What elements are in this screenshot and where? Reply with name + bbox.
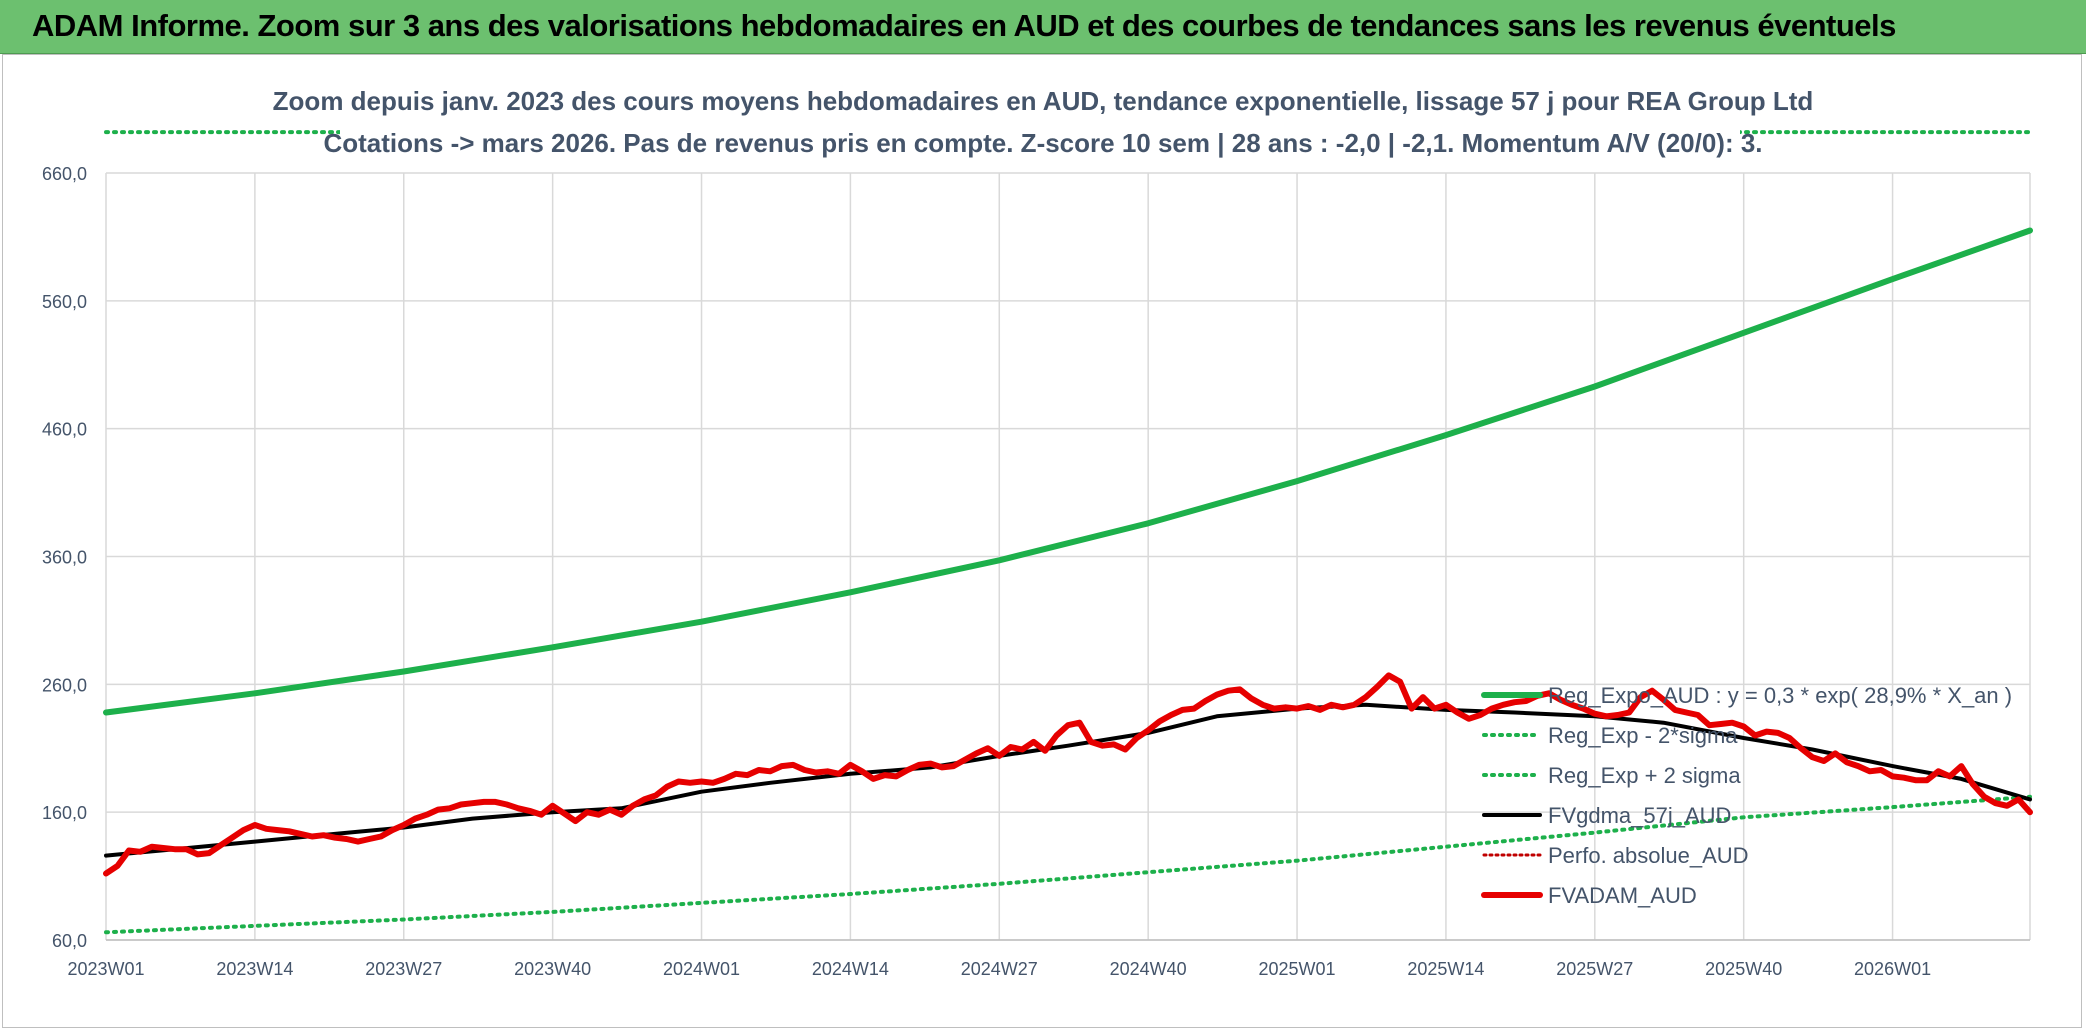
x-tick-label: 2025W27 bbox=[1556, 959, 1633, 979]
x-tick-label: 2023W40 bbox=[514, 959, 591, 979]
chart-legend: Reg_Expo_AUD : y = 0,3 * exp( 28,9% * X_… bbox=[1481, 683, 2012, 908]
x-tick-label: 2024W27 bbox=[961, 959, 1038, 979]
x-tick-label: 2024W40 bbox=[1110, 959, 1187, 979]
x-tick-label: 2025W01 bbox=[1259, 959, 1336, 979]
x-tick-label: 2026W01 bbox=[1854, 959, 1931, 979]
report-title: ADAM Informe. Zoom sur 3 ans des valoris… bbox=[32, 8, 1896, 43]
series-line-fvgdma-57j-aud bbox=[104, 702, 2032, 858]
chart-title-backdrop bbox=[340, 80, 1740, 170]
y-tick-label: 460,0 bbox=[42, 420, 87, 440]
report-banner: ADAM Informe. Zoom sur 3 ans des valoris… bbox=[0, 0, 2086, 54]
y-tick-label: 260,0 bbox=[42, 675, 87, 695]
legend-label: FVgdma_57j_AUD bbox=[1548, 803, 1731, 828]
series-line-reg-expo-aud-y-0-3-exp-28-9-x-an bbox=[103, 227, 2033, 716]
chart-title-line-2: Cotations -> mars 2026. Pas de revenus p… bbox=[323, 128, 1762, 158]
y-tick-label: 360,0 bbox=[42, 548, 87, 568]
x-tick-label: 2024W01 bbox=[663, 959, 740, 979]
y-tick-label: 60,0 bbox=[52, 931, 87, 951]
legend-label: Reg_Exp + 2 sigma bbox=[1548, 763, 1741, 788]
legend-label: Perfo. absolue_AUD bbox=[1548, 843, 1749, 868]
y-tick-label: 560,0 bbox=[42, 292, 87, 312]
x-tick-label: 2023W27 bbox=[365, 959, 442, 979]
series-line-fvadam-aud bbox=[103, 672, 2033, 877]
chart-title-line-1: Zoom depuis janv. 2023 des cours moyens … bbox=[273, 86, 1814, 116]
legend-label: Reg_Expo_AUD : y = 0,3 * exp( 28,9% * X_… bbox=[1548, 683, 2012, 708]
y-tick-label: 160,0 bbox=[42, 803, 87, 823]
x-tick-label: 2025W40 bbox=[1705, 959, 1782, 979]
x-tick-label: 2023W01 bbox=[67, 959, 144, 979]
legend-label: Reg_Exp - 2*sigma bbox=[1548, 723, 1738, 748]
series-line-reg-exp-2-sigma bbox=[104, 794, 2032, 935]
chart-frame bbox=[2, 54, 2082, 1028]
y-tick-label: 660,0 bbox=[42, 164, 87, 184]
legend-label: FVADAM_AUD bbox=[1548, 883, 1697, 908]
x-tick-label: 2024W14 bbox=[812, 959, 889, 979]
x-tick-label: 2025W14 bbox=[1407, 959, 1484, 979]
x-tick-label: 2023W14 bbox=[216, 959, 293, 979]
